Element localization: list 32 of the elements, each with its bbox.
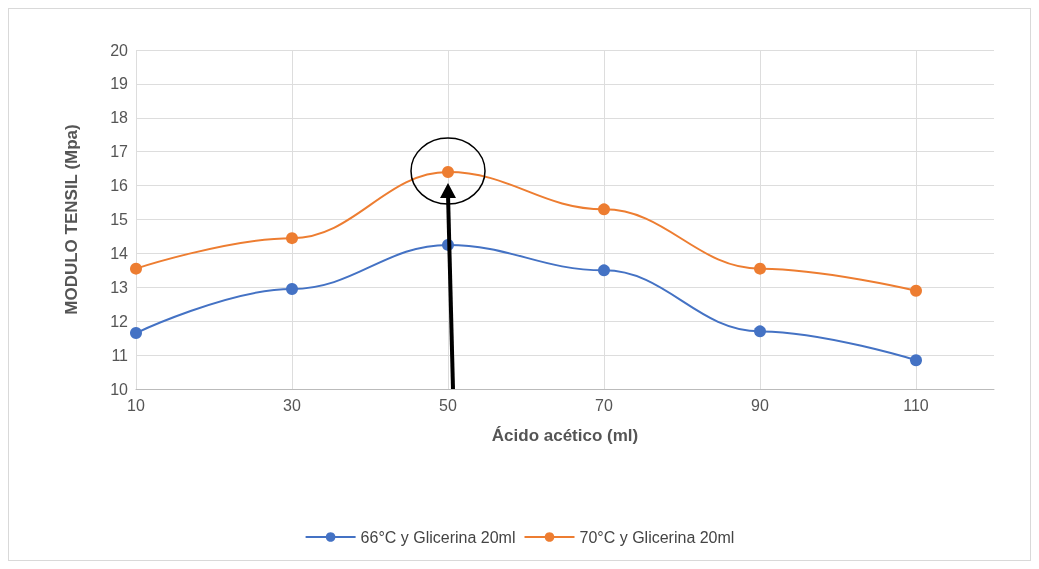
x-tick-label: 70	[595, 396, 613, 414]
y-tick-label: 15	[110, 211, 129, 228]
point	[130, 262, 142, 275]
point	[598, 203, 610, 216]
point	[286, 283, 298, 295]
point	[910, 284, 922, 297]
x-tick-label: 10	[127, 396, 145, 414]
x-tick-label: 50	[439, 396, 457, 414]
point	[286, 232, 298, 245]
point	[442, 166, 454, 179]
point	[754, 325, 766, 338]
y-tick-label: 16	[110, 177, 129, 195]
y-tick-label: 11	[111, 346, 129, 364]
y-tick-label: 14	[110, 244, 129, 262]
x-tick-label: 30	[283, 396, 301, 414]
x-tick-label: 90	[751, 396, 769, 414]
x-tick-label: 110	[903, 396, 929, 414]
y-tick-label: 19	[110, 75, 129, 93]
y-axis-title: MODULO TENSIL (Mpa)	[62, 124, 81, 315]
y-tick-label: 13	[110, 278, 129, 296]
y-tick-label: 17	[110, 143, 129, 161]
x-axis-title: Ácido acético (ml)	[491, 426, 639, 445]
y-tick-label: 18	[110, 109, 129, 127]
legend-label: 66°C y Glicerina 20ml	[360, 528, 516, 546]
point	[754, 262, 766, 275]
point	[130, 327, 142, 340]
point	[910, 354, 922, 367]
legend-label: 70°C y Glicerina 20ml	[579, 528, 735, 546]
y-tick-label: 20	[110, 41, 129, 59]
y-tick-label: 12	[110, 312, 129, 330]
point	[598, 264, 610, 277]
y-tick-label: 10	[110, 380, 129, 398]
